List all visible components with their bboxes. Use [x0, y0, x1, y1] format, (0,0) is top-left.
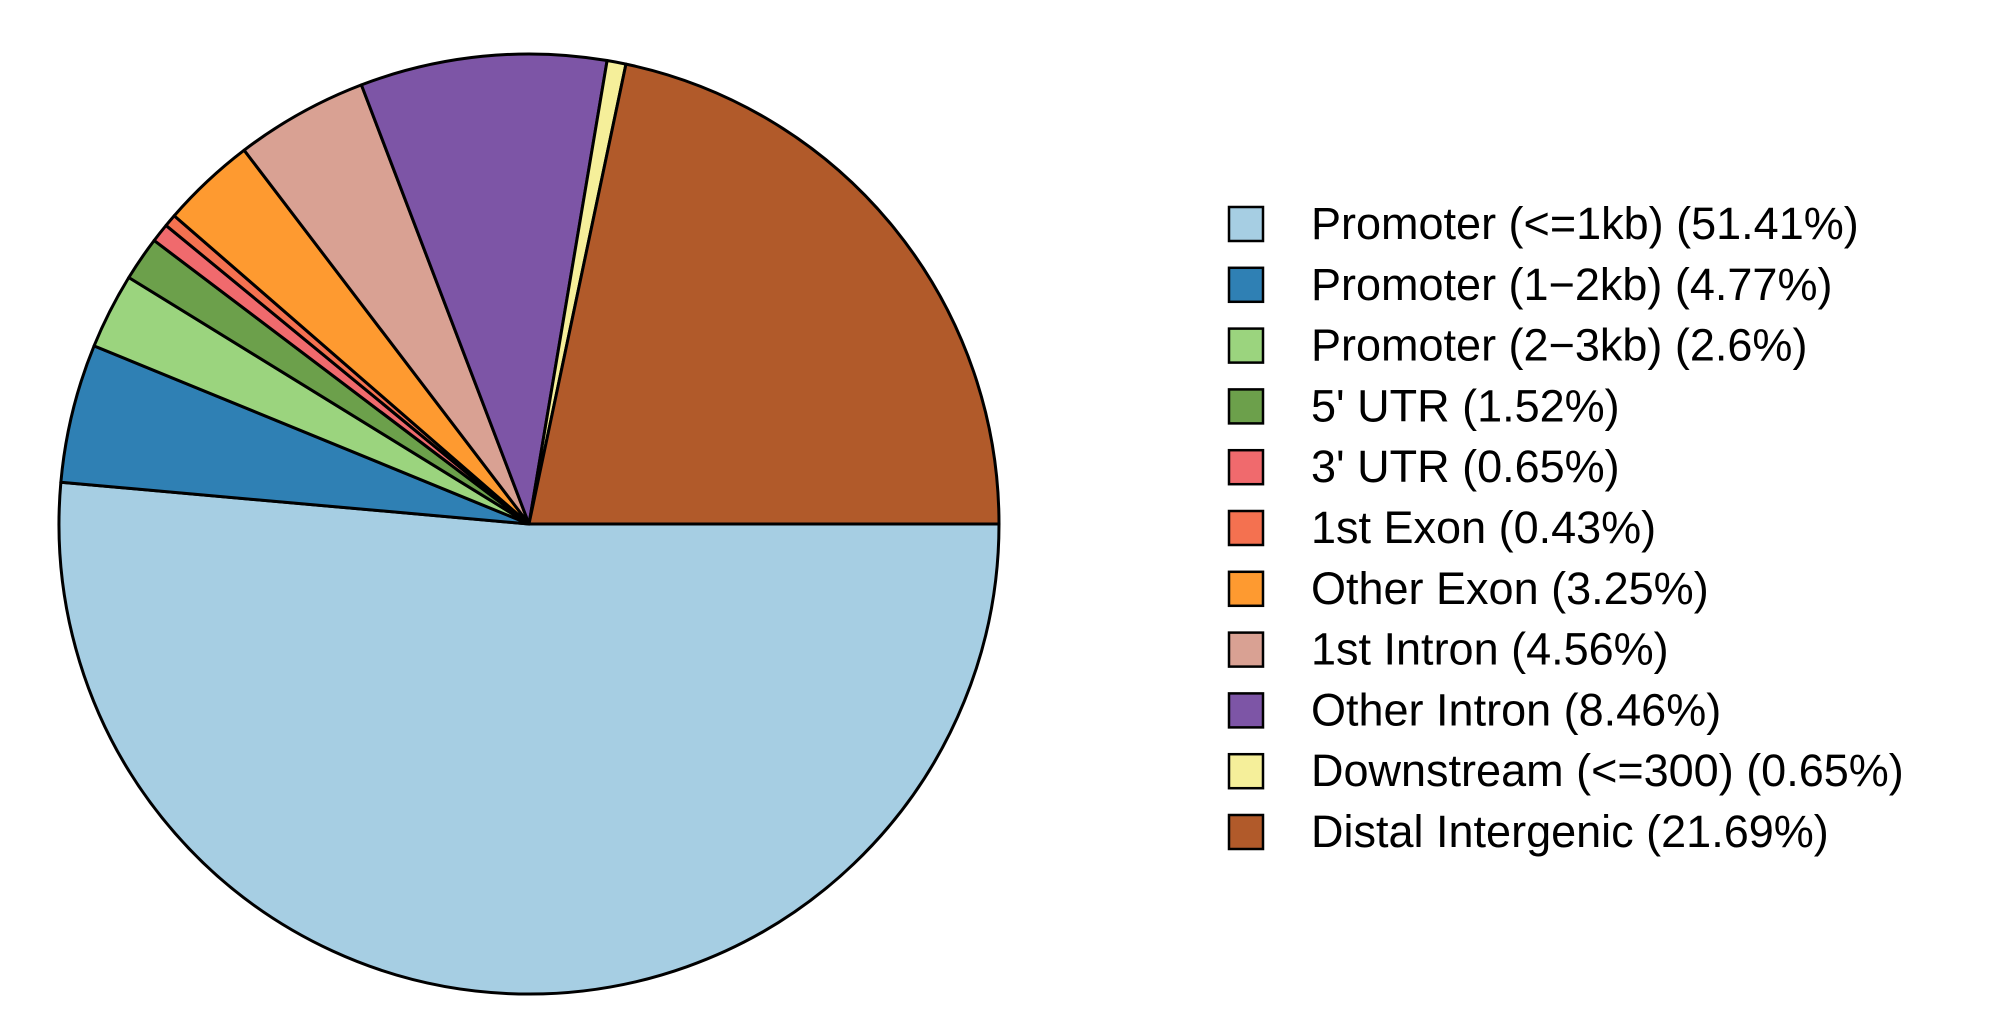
legend-swatch — [1227, 570, 1265, 608]
legend-label: Promoter (2−3kb) (2.6%) — [1311, 320, 1807, 371]
legend-swatch — [1227, 448, 1265, 486]
legend-item: Promoter (<=1kb) (51.41%) — [1227, 198, 1859, 249]
legend-item: 1st Intron (4.56%) — [1227, 624, 1669, 675]
legend-label: Downstream (<=300) (0.65%) — [1311, 745, 1904, 796]
legend-item: Promoter (1−2kb) (4.77%) — [1227, 259, 1832, 310]
legend-item: 1st Exon (0.43%) — [1227, 502, 1656, 553]
legend-label: Other Exon (3.25%) — [1311, 563, 1709, 614]
pie-slice-9 — [359, 52, 609, 526]
legend-item: Other Exon (3.25%) — [1227, 563, 1709, 614]
legend-swatch — [1227, 388, 1265, 425]
legend-item: 3' UTR (0.65%) — [1227, 441, 1620, 492]
legend: Promoter (<=1kb) (51.41%) Promoter (1−2kb… — [1227, 198, 1904, 857]
legend-item: 5' UTR (1.52%) — [1227, 380, 1620, 431]
legend-label: 3' UTR (0.65%) — [1311, 441, 1620, 492]
legend-item: Distal Intergenic (21.69%) — [1227, 806, 1829, 857]
legend-swatch — [1227, 266, 1265, 304]
legend-swatch — [1227, 692, 1265, 729]
legend-item: Promoter (2−3kb) (2.6%) — [1227, 320, 1807, 371]
legend-label: Other Intron (8.46%) — [1311, 684, 1721, 735]
legend-label: 1st Exon (0.43%) — [1311, 502, 1656, 553]
legend-label: Promoter (<=1kb) (51.41%) — [1311, 198, 1859, 249]
legend-swatch — [1227, 327, 1265, 364]
pie-slices — [57, 52, 1001, 996]
legend-swatch — [1227, 205, 1265, 243]
legend-swatch — [1227, 752, 1265, 790]
legend-swatch — [1227, 631, 1265, 668]
pie-slice-1 — [57, 480, 1001, 996]
legend-swatch — [1227, 509, 1265, 547]
legend-item: Downstream (<=300) (0.65%) — [1227, 745, 1904, 796]
legend-label: 5' UTR (1.52%) — [1311, 380, 1620, 431]
pie-slice-11 — [527, 62, 1001, 526]
legend-label: 1st Intron (4.56%) — [1311, 624, 1669, 675]
legend-label: Distal Intergenic (21.69%) — [1311, 806, 1829, 857]
legend-label: Promoter (1−2kb) (4.77%) — [1311, 259, 1832, 310]
legend-item: Other Intron (8.46%) — [1227, 684, 1721, 735]
legend-swatch — [1227, 813, 1265, 851]
